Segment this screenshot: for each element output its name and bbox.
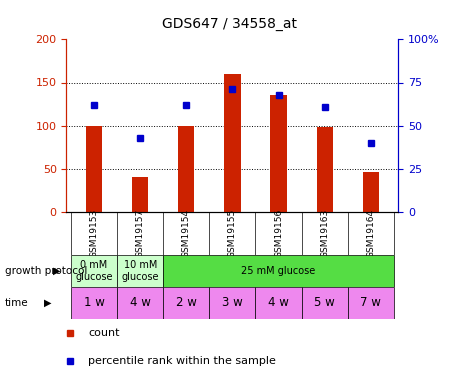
Bar [271, 96, 287, 212]
Text: count: count [88, 328, 120, 338]
Text: time: time [5, 298, 28, 308]
Bar [302, 287, 348, 319]
Text: 5 w: 5 w [314, 296, 335, 309]
Bar [316, 128, 333, 212]
Text: ▶: ▶ [44, 298, 52, 308]
Text: GSM19157: GSM19157 [136, 209, 145, 258]
Bar [256, 287, 302, 319]
Bar [117, 287, 163, 319]
Text: 4 w: 4 w [130, 296, 151, 309]
Bar [163, 255, 394, 287]
Text: 4 w: 4 w [268, 296, 289, 309]
Text: GSM19163: GSM19163 [320, 209, 329, 258]
Text: GSM19164: GSM19164 [366, 209, 375, 258]
Bar [178, 126, 194, 212]
Text: 25 mM glucose: 25 mM glucose [241, 266, 316, 276]
Text: GSM19153: GSM19153 [90, 209, 98, 258]
Bar [224, 74, 240, 212]
Bar [71, 255, 117, 287]
Text: growth protocol: growth protocol [5, 266, 87, 276]
Text: percentile rank within the sample: percentile rank within the sample [88, 356, 276, 366]
Text: GSM19155: GSM19155 [228, 209, 237, 258]
Bar [209, 287, 256, 319]
Bar [132, 177, 148, 212]
Bar [117, 255, 163, 287]
Bar [163, 287, 209, 319]
Text: 7 w: 7 w [360, 296, 381, 309]
Text: 2 w: 2 w [176, 296, 197, 309]
Text: GSM19156: GSM19156 [274, 209, 283, 258]
Text: 0 mM
glucose: 0 mM glucose [75, 260, 113, 282]
Text: GDS647 / 34558_at: GDS647 / 34558_at [162, 17, 296, 31]
Text: 3 w: 3 w [222, 296, 243, 309]
Text: 10 mM
glucose: 10 mM glucose [121, 260, 159, 282]
Bar [86, 126, 102, 212]
Bar [71, 287, 117, 319]
Bar [363, 172, 379, 212]
Text: ▶: ▶ [53, 266, 60, 276]
Bar [348, 287, 394, 319]
Text: 1 w: 1 w [84, 296, 104, 309]
Text: GSM19154: GSM19154 [182, 209, 191, 258]
